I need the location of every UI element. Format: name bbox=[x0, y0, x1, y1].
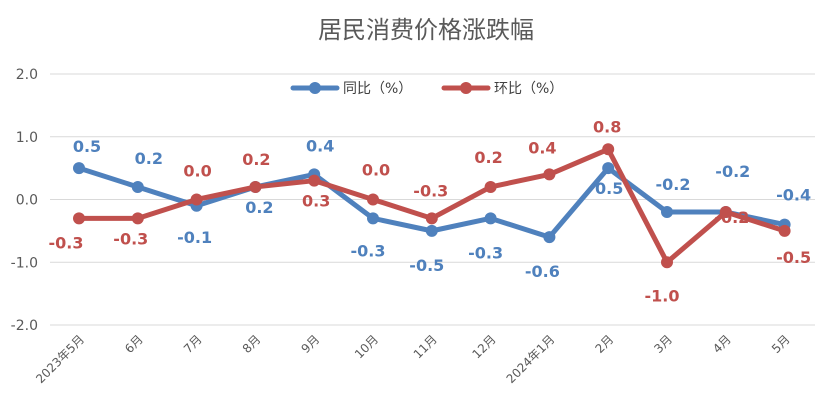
data-point bbox=[190, 193, 203, 206]
data-label: 0.4 bbox=[528, 138, 556, 157]
legend: 同比（%） 环比（%） bbox=[290, 81, 563, 97]
data-point bbox=[778, 224, 791, 237]
series bbox=[73, 143, 791, 269]
x-tick-label: 2月 bbox=[593, 332, 617, 356]
y-tick-label: -2.0 bbox=[11, 318, 38, 334]
data-point bbox=[543, 231, 556, 244]
x-tick-label: 2023年5月 bbox=[33, 332, 87, 386]
x-tick-label: 5月 bbox=[769, 332, 793, 356]
data-label: -0.5 bbox=[776, 248, 811, 267]
data-point bbox=[484, 212, 497, 225]
x-tick-label: 11月 bbox=[411, 332, 440, 361]
data-label: 0.5 bbox=[73, 137, 101, 156]
data-point bbox=[661, 256, 673, 269]
data-label: -0.3 bbox=[113, 229, 148, 248]
x-tick-label: 2024年1月 bbox=[504, 332, 558, 386]
data-label: -0.6 bbox=[525, 262, 560, 281]
data-label: -0.4 bbox=[776, 186, 811, 205]
y-tick-label: -1.0 bbox=[11, 255, 38, 271]
data-point bbox=[367, 212, 379, 225]
data-point bbox=[602, 162, 615, 175]
data-label: -0.2 bbox=[714, 208, 749, 227]
data-point bbox=[425, 212, 438, 225]
data-point bbox=[249, 180, 262, 193]
data-point bbox=[131, 212, 144, 225]
x-tick-label: 8月 bbox=[240, 332, 264, 356]
data-label: 0.0 bbox=[362, 161, 390, 180]
x-tick-label: 10月 bbox=[352, 332, 381, 361]
x-tick-label: 3月 bbox=[651, 332, 675, 356]
data-point bbox=[661, 206, 673, 219]
legend-marker bbox=[460, 82, 472, 94]
legend-label: 同比（%） bbox=[343, 81, 412, 97]
data-point bbox=[602, 143, 615, 156]
data-point bbox=[73, 162, 85, 175]
data-label: -0.5 bbox=[409, 256, 444, 275]
data-label: 0.5 bbox=[595, 179, 623, 198]
data-label: 0.2 bbox=[474, 148, 502, 167]
y-tick-label: 1.0 bbox=[16, 130, 38, 146]
data-label: -1.0 bbox=[645, 286, 680, 305]
data-label: 0.0 bbox=[183, 162, 211, 181]
y-tick-label: 2.0 bbox=[16, 67, 38, 83]
chart-title: 居民消费价格涨跌幅 bbox=[318, 16, 534, 44]
data-point bbox=[131, 180, 144, 193]
data-label: -0.3 bbox=[413, 181, 448, 200]
legend-marker bbox=[309, 82, 321, 94]
data-label: 0.2 bbox=[245, 198, 273, 217]
data-point bbox=[73, 212, 85, 225]
x-tick-label: 12月 bbox=[470, 332, 499, 361]
data-point bbox=[308, 174, 321, 187]
data-point bbox=[425, 224, 438, 237]
data-point bbox=[543, 168, 556, 181]
x-tick-label: 6月 bbox=[122, 332, 146, 356]
x-tick-label: 7月 bbox=[181, 332, 205, 356]
legend-label: 环比（%） bbox=[494, 81, 563, 97]
data-label: 0.2 bbox=[135, 149, 163, 168]
data-label: -0.3 bbox=[49, 233, 84, 252]
data-point bbox=[367, 193, 379, 206]
x-tick-label: 9月 bbox=[299, 332, 323, 356]
data-label: -0.1 bbox=[177, 228, 212, 247]
data-labels: 0.5 0.2 -0.1 0.2 0.4 -0.3 -0.5 -0.3 -0.6 0.5 -0.2 -… bbox=[49, 117, 812, 305]
data-label: -0.3 bbox=[351, 241, 386, 260]
x-tick-label: 4月 bbox=[710, 332, 734, 356]
y-tick-label: 0.0 bbox=[16, 193, 38, 209]
data-label: 0.2 bbox=[242, 150, 270, 169]
data-label: 0.3 bbox=[302, 192, 330, 211]
data-label: -0.2 bbox=[656, 175, 691, 194]
data-label: 0.8 bbox=[593, 117, 621, 136]
data-point bbox=[484, 180, 497, 193]
data-point bbox=[719, 206, 732, 219]
data-label: -0.2 bbox=[715, 162, 750, 181]
data-label: 0.4 bbox=[306, 136, 334, 155]
data-label: -0.3 bbox=[468, 243, 503, 262]
